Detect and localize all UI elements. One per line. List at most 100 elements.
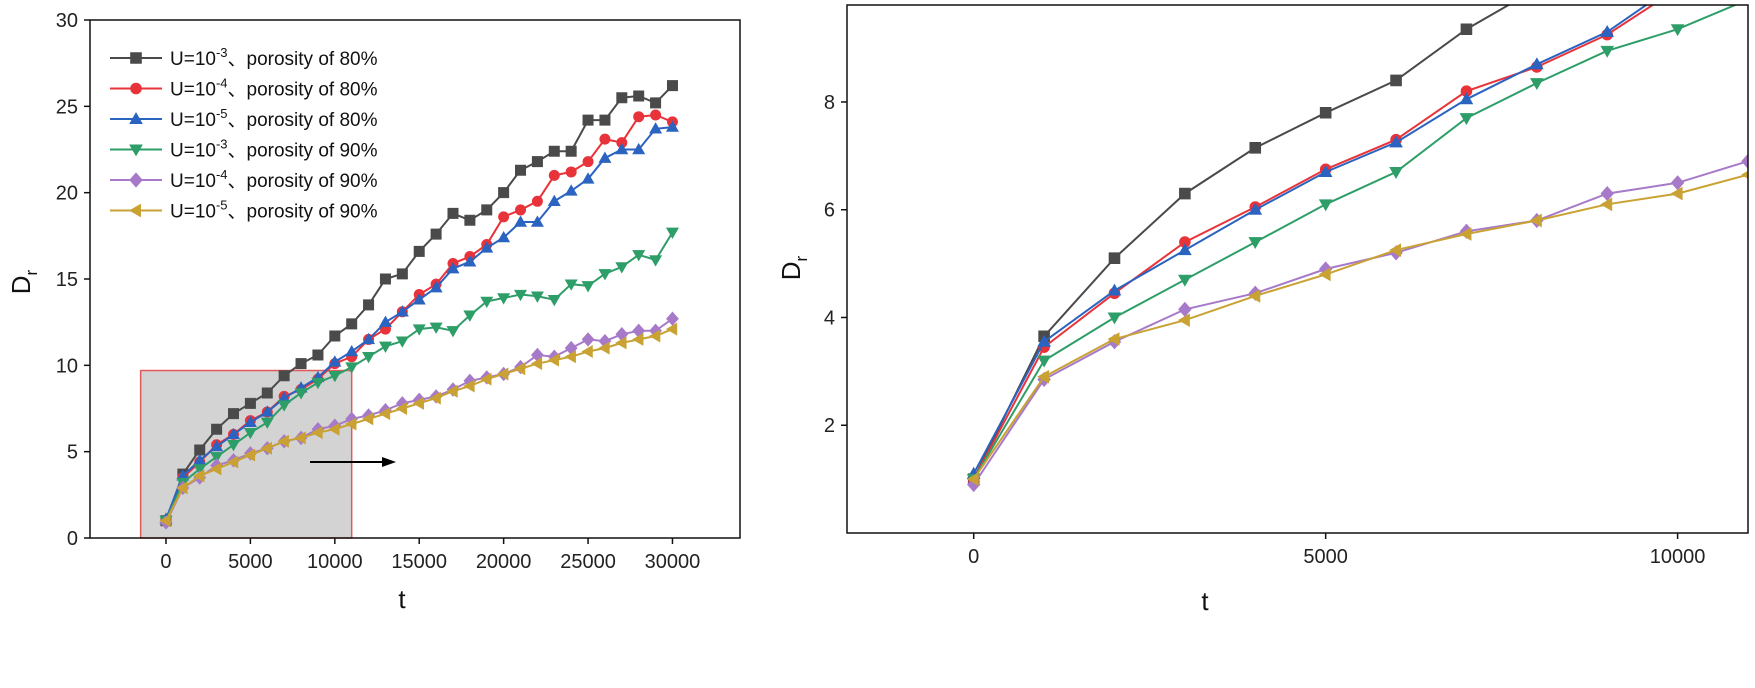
legend-entry: U=10-4、porosity of 90% — [110, 167, 378, 192]
full-range-data-point — [581, 332, 595, 347]
zoomed-data-point — [1249, 141, 1262, 154]
zoomed-data-point — [1670, 24, 1685, 37]
full-range-data-point — [194, 444, 206, 456]
full-range-data-point — [565, 145, 577, 157]
full-range-data-point — [176, 481, 188, 495]
full-range-data-point — [599, 114, 611, 126]
legend-label: U=10-3、porosity of 80% — [170, 45, 378, 70]
zoomed-data-point — [1178, 243, 1192, 256]
full-range-data-point — [362, 351, 376, 364]
full-range-data-point — [513, 362, 526, 376]
legend-marker — [129, 112, 143, 124]
zoomed-data-point — [1037, 369, 1050, 384]
legend-marker — [129, 172, 143, 188]
full-range-data-point — [210, 452, 224, 464]
zoomed-data-point — [1107, 332, 1120, 346]
full-range-data-point — [243, 448, 256, 462]
zoomed-data-point — [1529, 57, 1544, 70]
full-range-data-point — [446, 384, 458, 398]
full-range-data-point — [227, 427, 241, 440]
full-range-data-point — [531, 195, 543, 207]
zoomed-y-tick-label: 4 — [824, 307, 835, 329]
zoomed-series-4 — [966, 5, 1748, 487]
zoomed-y-axis-label: Dr — [776, 255, 811, 280]
legend-entry: U=10-5、porosity of 80% — [110, 106, 378, 131]
full-range-x-tick-label: 20000 — [476, 551, 532, 573]
legend-entry: U=10-4、porosity of 80% — [110, 76, 378, 101]
zoomed-x-tick-label: 0 — [968, 546, 979, 568]
full-range-data-point — [243, 427, 257, 440]
zoomed-data-point — [1389, 167, 1403, 179]
full-range-data-point — [260, 405, 274, 417]
full-range-x-tick-label: 30000 — [645, 551, 701, 573]
full-range-data-point — [328, 355, 342, 367]
full-range-data-point — [395, 305, 409, 317]
full-range-data-point — [666, 80, 678, 92]
full-range-x-axis-label: t — [398, 584, 406, 614]
zoomed-x-axis-label: t — [1201, 586, 1209, 616]
full-range-data-point — [363, 299, 375, 311]
full-range-data-point — [497, 230, 511, 243]
zoomed-x-tick-label: 10000 — [1650, 546, 1706, 568]
legend-marker — [129, 203, 141, 218]
zoomed-data-point — [1389, 243, 1402, 257]
full-range-data-point — [565, 166, 577, 178]
full-range-data-point — [581, 172, 595, 184]
full-range-data-point — [464, 214, 476, 226]
full-range-data-point — [329, 330, 341, 342]
zoomed-data-point — [1600, 197, 1613, 212]
full-range-data-point — [564, 279, 578, 291]
zoomed-data-point — [1741, 170, 1748, 179]
full-range-data-point — [632, 142, 646, 155]
full-range-data-point — [430, 228, 442, 240]
zoomed-series-line — [972, 5, 1649, 475]
full-range-y-tick-label: 25 — [56, 96, 78, 118]
full-range-data-point — [497, 293, 511, 305]
full-range-data-point — [294, 431, 306, 445]
zoomed-series-line — [972, 160, 1748, 486]
full-range-y-tick-label: 30 — [56, 10, 78, 32]
full-range-data-point — [277, 400, 291, 412]
full-range-data-point — [412, 324, 426, 336]
zoomed-data-point — [1318, 267, 1331, 282]
legend-entry: U=10-3、porosity of 90% — [110, 137, 378, 162]
legend-label: U=10-5、porosity of 80% — [170, 106, 378, 131]
full-range-data-point — [497, 367, 509, 381]
full-range-data-point — [480, 296, 494, 309]
legend-entry: U=10-5、porosity of 90% — [110, 198, 378, 223]
zoomed-data-point — [1460, 23, 1473, 36]
legend-marker — [130, 52, 142, 64]
full-range-data-point — [396, 268, 408, 280]
zoomed-data-point — [1248, 202, 1263, 215]
full-range-data-point — [345, 344, 359, 357]
full-range-data-point — [581, 345, 593, 359]
full-range-data-point — [294, 388, 308, 400]
full-range-data-point — [311, 426, 323, 440]
full-range-data-point — [446, 326, 460, 338]
full-range-y-tick-label: 20 — [56, 183, 78, 205]
full-range-data-point — [328, 422, 340, 436]
full-range-data-point — [227, 440, 241, 452]
full-range-data-point — [210, 439, 224, 452]
full-range-data-point — [665, 227, 679, 239]
legend-label: U=10-4、porosity of 90% — [170, 167, 378, 192]
zoomed-data-point — [1600, 45, 1615, 58]
full-range-x-tick-label: 25000 — [560, 551, 616, 573]
full-range-chart: 0 5000 10000 15000 20000 25000 30000 0 5 10 15 20 25… — [6, 10, 741, 614]
full-range-data-point — [649, 122, 663, 134]
full-range-data-point — [582, 156, 594, 168]
full-range-data-point — [530, 357, 543, 371]
full-range-data-point — [530, 291, 544, 303]
zoomed-data-point — [1319, 106, 1332, 119]
full-range-data-point — [632, 250, 646, 262]
full-range-data-point — [159, 514, 171, 528]
full-range-data-point — [429, 322, 443, 334]
zoomed-data-point — [966, 472, 979, 486]
legend-label: U=10-4、porosity of 80% — [170, 76, 378, 101]
zoomed-data-point — [1177, 313, 1190, 328]
full-range-data-point — [598, 151, 612, 163]
full-range-data-point — [446, 262, 460, 274]
full-range-data-point — [582, 114, 594, 126]
full-range-data-point — [277, 434, 289, 448]
